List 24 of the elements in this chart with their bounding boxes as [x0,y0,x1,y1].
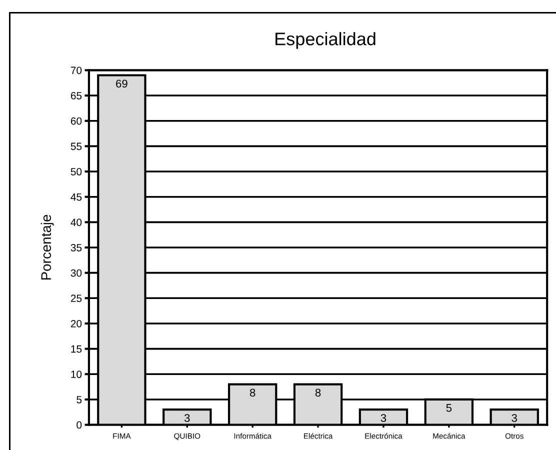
data-label: 8 [250,388,256,397]
y-tick-label: 60 [70,117,82,125]
data-label: 3 [380,414,386,422]
y-tick-label: 55 [70,142,82,150]
data-label: 3 [512,414,517,422]
y-tick-label: 50 [70,168,82,176]
data-label: 5 [446,404,452,412]
y-tick-label: 35 [70,244,82,252]
y-tick-label: 45 [70,193,82,201]
y-tick-label: 65 [70,92,82,100]
data-label: 69 [116,80,128,88]
y-tick-label: 5 [76,396,82,404]
y-tick-label: 10 [71,370,82,378]
y-tick-label: 0 [76,421,82,429]
y-tick-label: 40 [70,218,82,226]
y-tick-label: 20 [70,320,82,328]
data-label: 8 [315,388,321,397]
y-tick-label: 15 [71,345,82,353]
y-axis-title: Porcentaje [40,214,54,280]
chart-title: Especialidad [276,32,376,49]
y-tick-label: 30 [70,269,82,277]
y-tick-label: 25 [70,294,82,302]
y-tick-label: 70 [70,66,82,74]
data-label: 3 [184,414,190,422]
